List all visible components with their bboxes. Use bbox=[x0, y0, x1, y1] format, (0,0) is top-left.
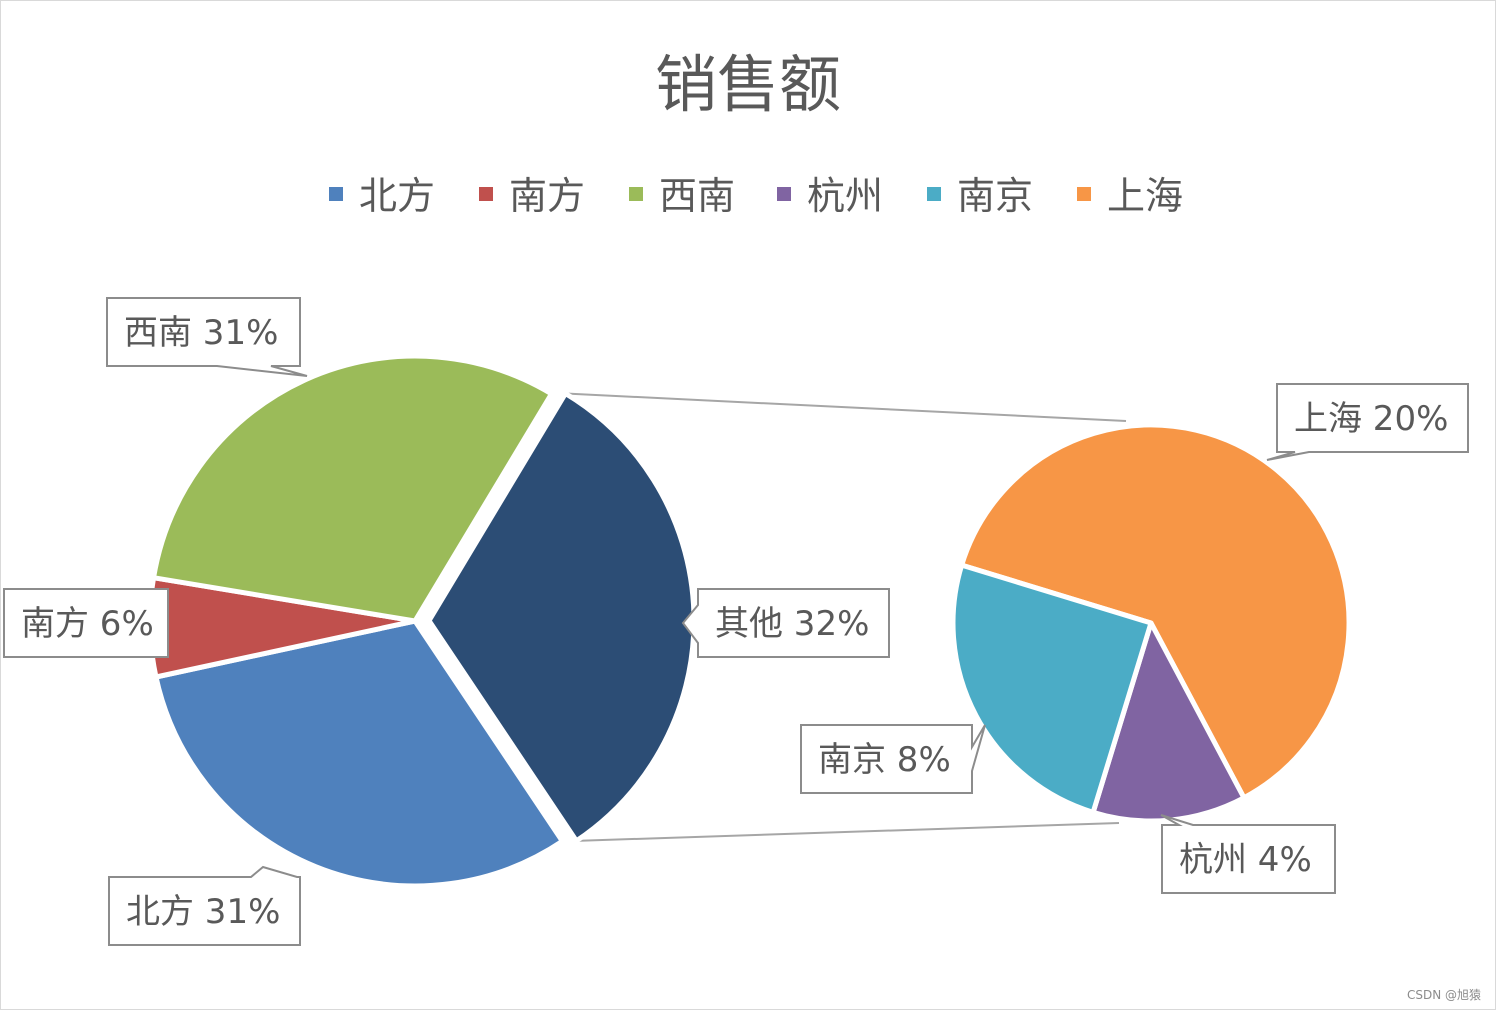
connector-bottom bbox=[576, 822, 1120, 842]
data-label: 北方 31% bbox=[108, 865, 301, 946]
data-label: 南京 8% bbox=[800, 724, 986, 794]
data-label-text: 南方 6% bbox=[21, 604, 154, 644]
data-label: 西南 31% bbox=[106, 297, 308, 377]
legend-entry: 南京 bbox=[957, 174, 1033, 218]
data-label-text: 其他 32% bbox=[715, 604, 869, 644]
watermark: CSDN @旭猿 bbox=[1406, 988, 1481, 1002]
legend-swatch bbox=[1077, 187, 1091, 201]
data-label: 其他 32% bbox=[681, 588, 890, 658]
data-label: 杭州 4% bbox=[1160, 814, 1336, 894]
legend-entry: 上海 bbox=[1107, 174, 1183, 218]
slice-北方 bbox=[153, 618, 565, 889]
legend-swatch bbox=[329, 187, 343, 201]
data-label-text: 西南 31% bbox=[124, 313, 278, 353]
legend-entry: 西南 bbox=[659, 174, 735, 218]
data-label-text: 南京 8% bbox=[818, 740, 951, 780]
data-label: 南方 6% bbox=[3, 588, 169, 658]
legend-entry: 南方 bbox=[509, 174, 585, 218]
legend: 北方 南方 西南 杭州 南京 上海 bbox=[329, 174, 1183, 218]
chart-title: 销售额 bbox=[655, 48, 841, 121]
data-label-text: 杭州 4% bbox=[1179, 840, 1312, 880]
connector-lines bbox=[565, 392, 1127, 842]
secondary-pie bbox=[950, 422, 1352, 824]
data-label: 上海 20% bbox=[1266, 383, 1469, 461]
legend-swatch bbox=[927, 187, 941, 201]
legend-entry: 杭州 bbox=[807, 174, 883, 218]
legend-swatch bbox=[777, 187, 791, 201]
legend-entry: 北方 bbox=[359, 174, 435, 218]
data-label-text: 北方 31% bbox=[126, 892, 280, 932]
connector-top bbox=[565, 392, 1127, 422]
slice-西南 bbox=[151, 353, 554, 624]
data-label-text: 上海 20% bbox=[1294, 399, 1448, 439]
legend-swatch bbox=[479, 187, 493, 201]
legend-swatch bbox=[629, 187, 643, 201]
slice-南京 bbox=[950, 562, 1154, 815]
data-labels: 西南 31% 南方 6% 其他 32% 北方 31% 上海 20% 南京 8% 杭州 4% bbox=[3, 297, 1469, 946]
primary-pie bbox=[147, 353, 697, 889]
slice-上海 bbox=[959, 422, 1352, 801]
